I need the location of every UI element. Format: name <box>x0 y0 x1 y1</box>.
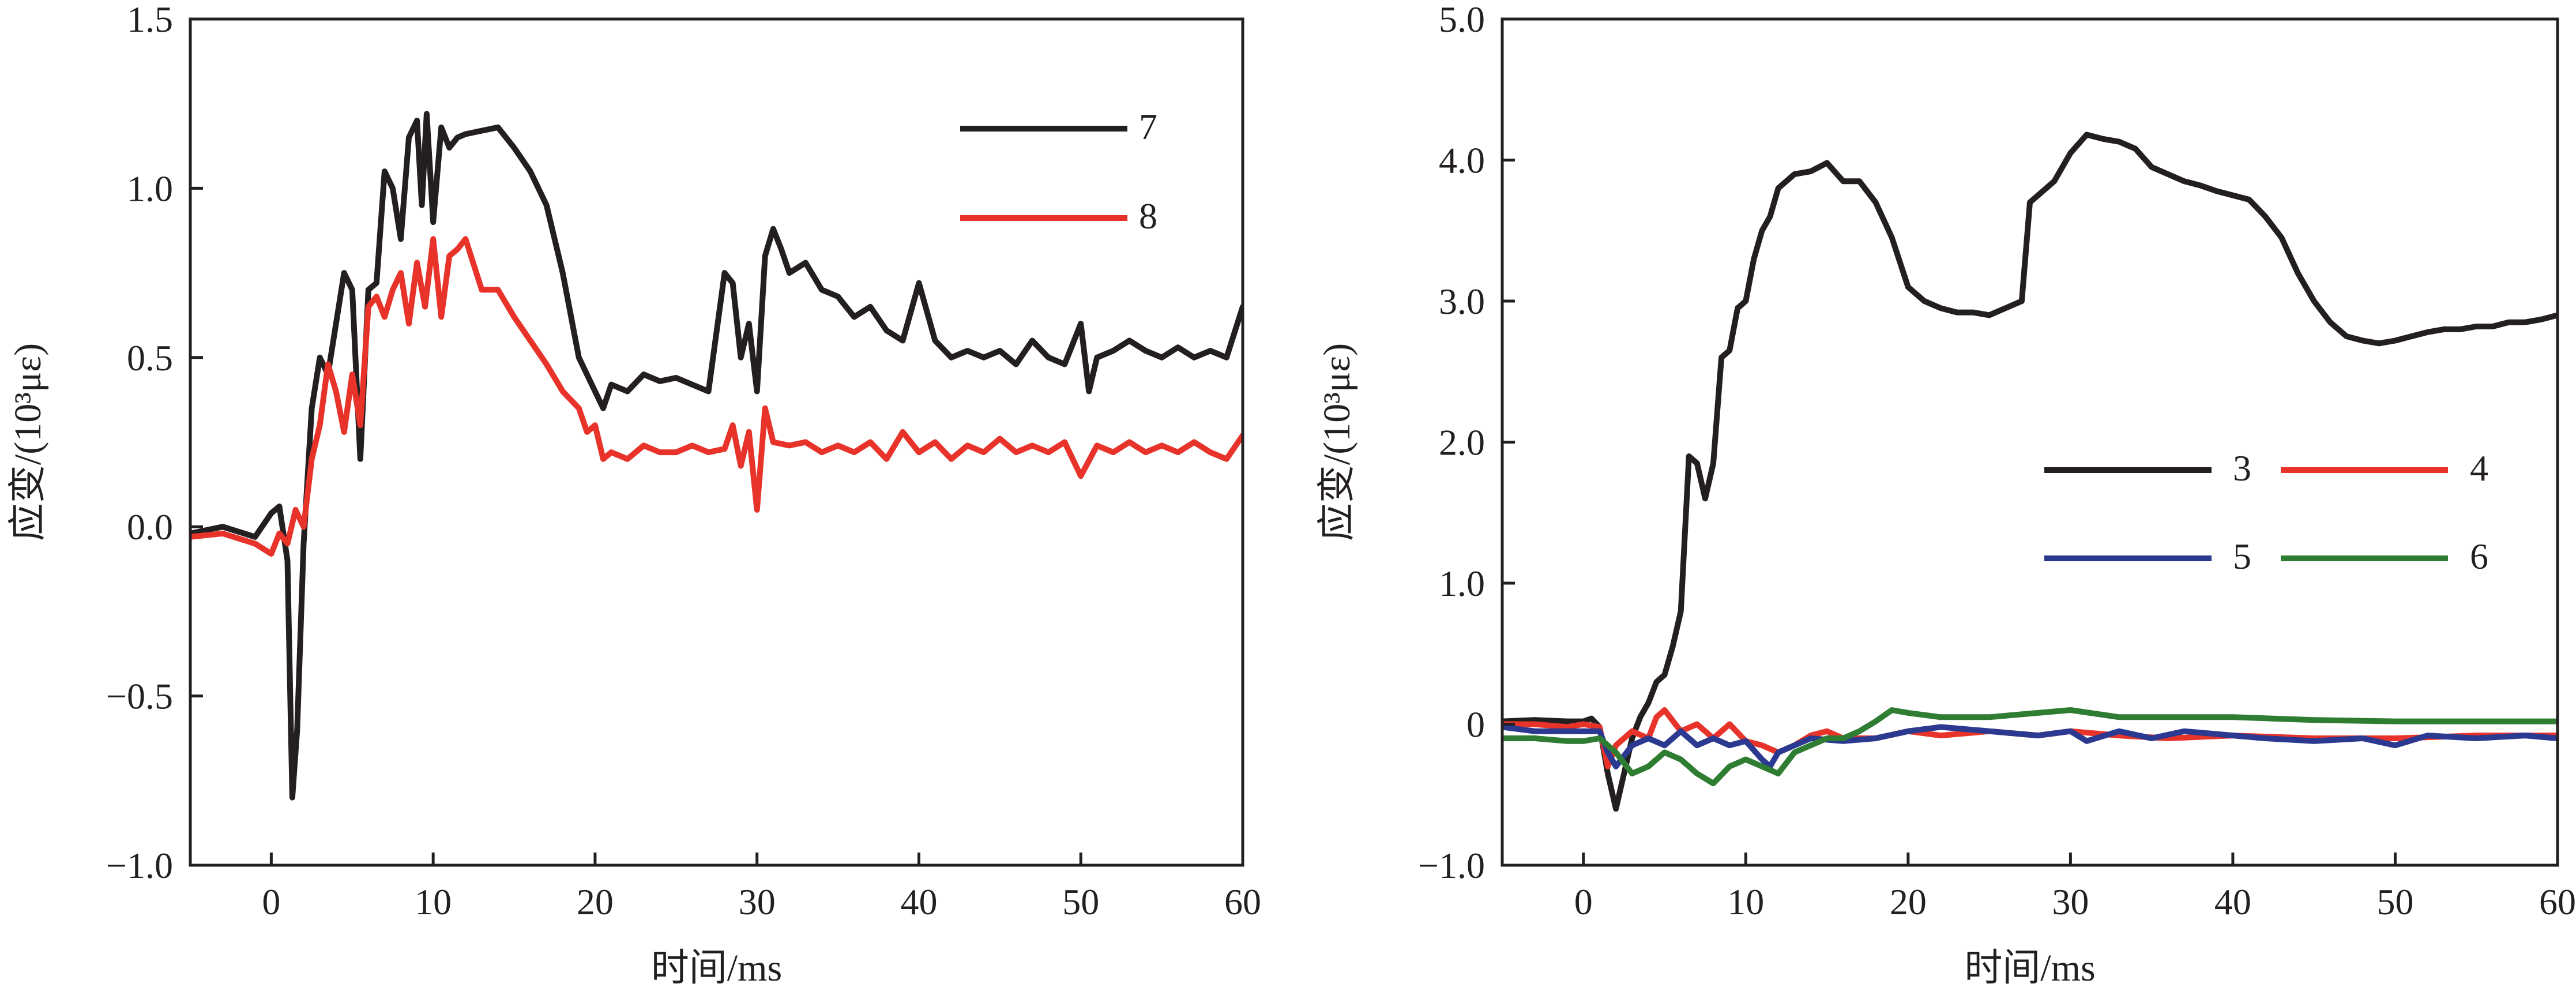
y-tick-label: 0.5 <box>127 337 173 378</box>
y-tick-label: 2.0 <box>1439 422 1485 463</box>
y-axis-title: 应变/(10³με) <box>1316 343 1358 541</box>
x-tick-label: 30 <box>739 881 776 922</box>
right-chart: 0 10 20 30 40 50 60 −1.0 0 1.0 2.0 3.0 4.0 5.0 时间/ms 应变… <box>1316 0 2576 989</box>
plot-frame <box>189 17 1244 867</box>
x-tick-label: 60 <box>1224 881 1261 922</box>
series-line-7 <box>190 111 1243 801</box>
legend-label-8: 8 <box>1139 196 1157 236</box>
y-tick-label: 3.0 <box>1439 281 1485 322</box>
legend-label-7: 7 <box>1139 106 1157 147</box>
legend-label-6: 6 <box>2470 536 2488 577</box>
y-tick-label: 1.5 <box>127 0 173 40</box>
x-axis-title: 时间/ms <box>651 947 782 989</box>
x-tick-label: 30 <box>2052 881 2089 922</box>
left-chart: 0 10 20 30 40 50 60 −1.0 −0.5 0.0 0.5 1.0 1.5 时间/ms 应变… <box>7 0 1261 989</box>
y-tick-label: 1.0 <box>127 168 173 209</box>
x-tick-label: 10 <box>415 881 452 922</box>
x-tick-label: 20 <box>577 881 614 922</box>
y-tick-label: 0.0 <box>127 506 173 547</box>
y-tick-label: −1.0 <box>106 845 173 886</box>
x-tick-label: 40 <box>2214 881 2251 922</box>
y-tick-label: −0.5 <box>106 676 173 717</box>
x-tick-label: 0 <box>1574 881 1593 922</box>
y-tick-label: −1.0 <box>1418 845 1485 886</box>
x-axis-title: 时间/ms <box>1964 947 2095 989</box>
x-tick-label: 50 <box>1062 881 1099 922</box>
legend-label-3: 3 <box>2233 448 2251 489</box>
y-tick-label: 4.0 <box>1439 140 1485 181</box>
x-tick-label: 20 <box>1890 881 1927 922</box>
x-tick-label: 60 <box>2539 881 2576 922</box>
series-line-8 <box>190 236 1243 557</box>
x-tick-label: 40 <box>900 881 937 922</box>
y-tick-label: 1.0 <box>1439 563 1485 604</box>
x-tick-label: 10 <box>1727 881 1764 922</box>
series-line-3 <box>1502 132 2558 812</box>
x-tick-label: 50 <box>2376 881 2413 922</box>
series-line-5 <box>1502 724 2558 769</box>
series-line-6 <box>1502 707 2558 787</box>
y-axis-title: 应变/(10³με) <box>7 343 49 541</box>
x-tick-label: 0 <box>262 881 280 922</box>
legend-label-5: 5 <box>2233 536 2251 577</box>
legend-label-4: 4 <box>2470 448 2488 489</box>
y-tick-label: 0 <box>1466 704 1485 745</box>
y-tick-label: 5.0 <box>1439 0 1485 40</box>
